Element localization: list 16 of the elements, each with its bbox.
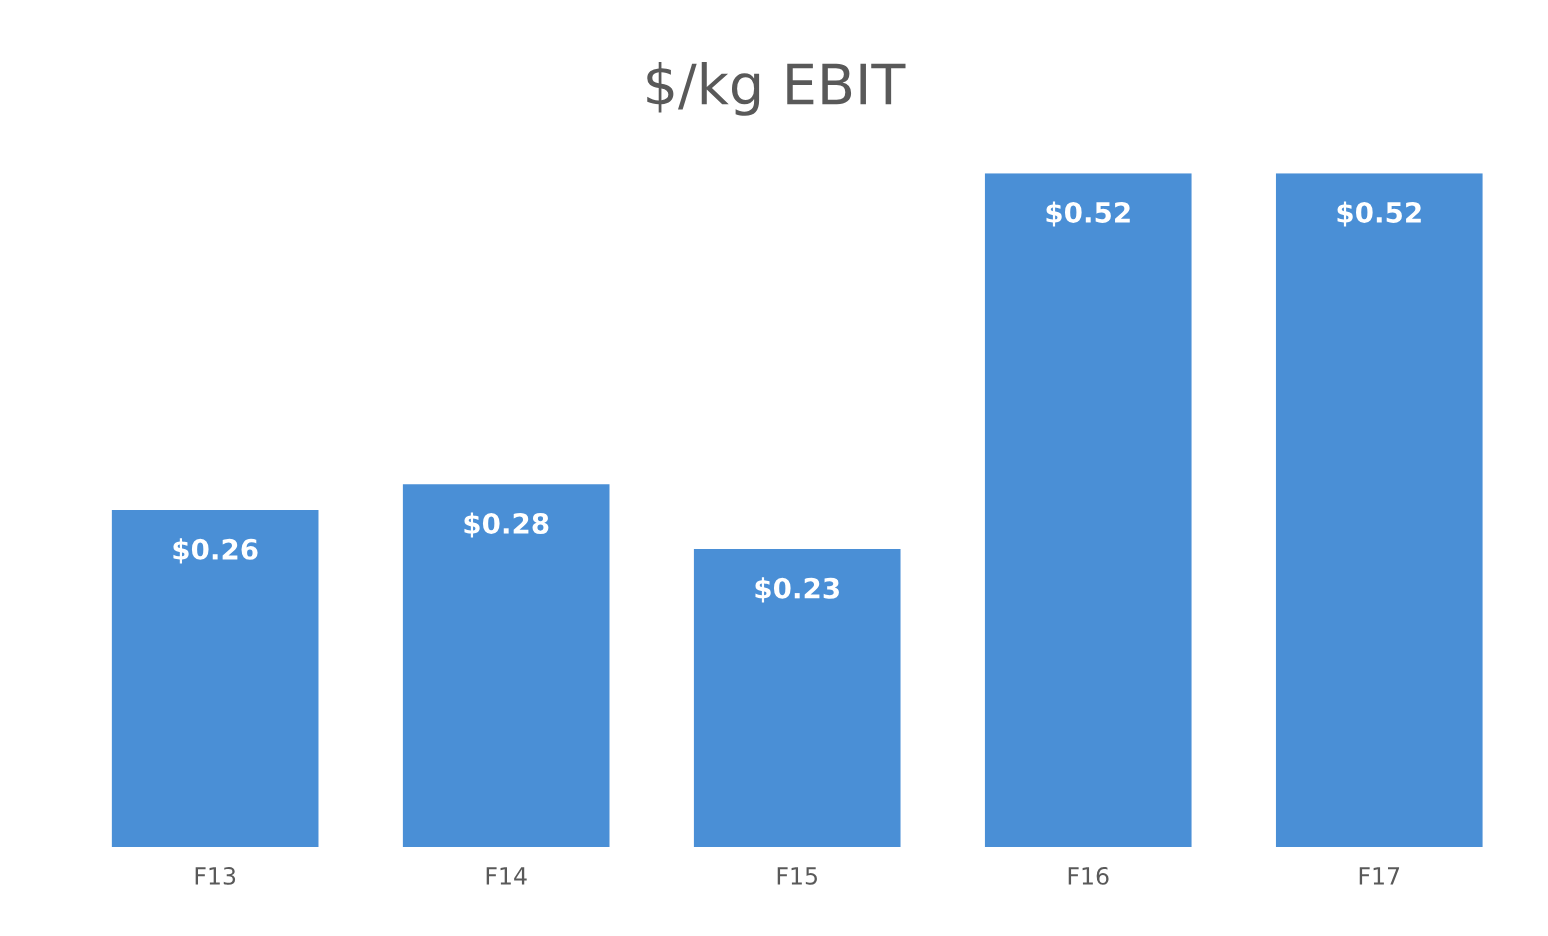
x-tick-label: F14 bbox=[486, 867, 527, 885]
bar bbox=[693, 549, 901, 848]
data-label: $0.23 bbox=[755, 577, 839, 603]
bar bbox=[402, 484, 610, 848]
data-label: $0.28 bbox=[464, 512, 549, 538]
data-label: $0.52 bbox=[1337, 201, 1421, 227]
data-label: $0.26 bbox=[173, 538, 258, 564]
x-tick-label: F13 bbox=[195, 866, 236, 885]
x-tick-label: F15 bbox=[777, 867, 817, 885]
x-tick-label: F17 bbox=[1359, 867, 1400, 885]
bar bbox=[111, 510, 319, 848]
bar bbox=[984, 173, 1192, 848]
x-tick-label: F16 bbox=[1068, 866, 1109, 885]
bar bbox=[1275, 173, 1483, 848]
data-label: $0.52 bbox=[1046, 201, 1130, 227]
chart-title: $/kg EBIT bbox=[647, 62, 906, 116]
